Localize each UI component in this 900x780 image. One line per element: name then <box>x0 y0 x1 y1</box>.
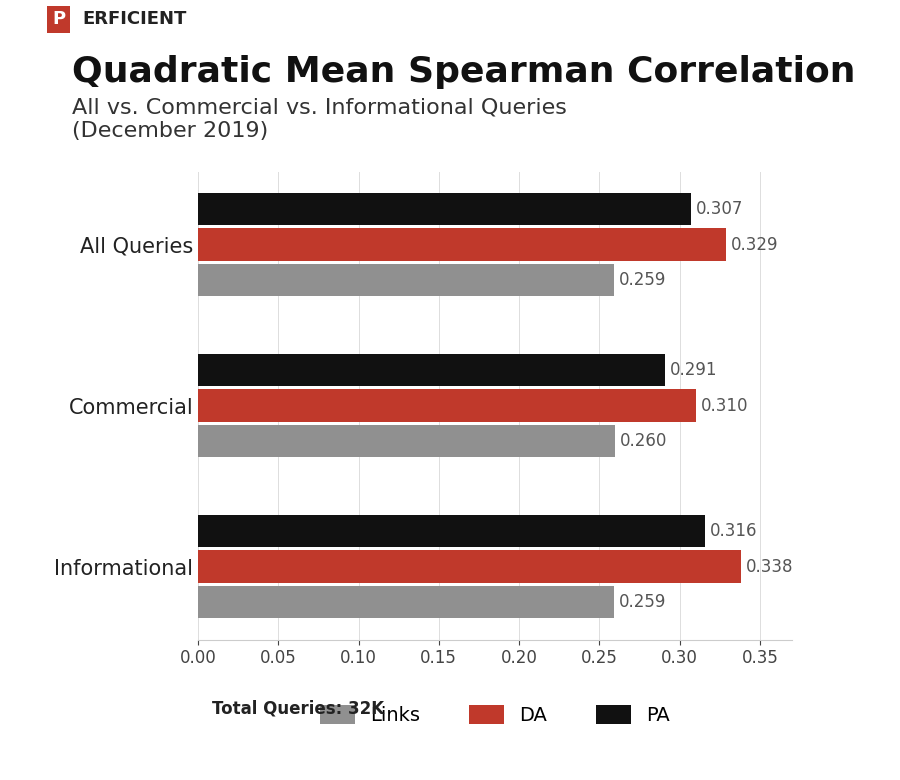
Bar <box>198 264 614 296</box>
Text: 0.307: 0.307 <box>696 200 743 218</box>
Text: 0.260: 0.260 <box>620 432 668 450</box>
Bar <box>198 354 665 386</box>
Text: P: P <box>52 10 65 29</box>
Text: 0.338: 0.338 <box>745 558 793 576</box>
Text: All vs. Commercial vs. Informational Queries: All vs. Commercial vs. Informational Que… <box>72 98 567 118</box>
Bar <box>198 389 696 422</box>
Text: (December 2019): (December 2019) <box>72 121 268 141</box>
Text: Total Queries: 32K: Total Queries: 32K <box>212 700 383 718</box>
Text: 0.329: 0.329 <box>731 236 778 254</box>
Legend: Links, DA, PA: Links, DA, PA <box>312 697 678 733</box>
Text: 0.259: 0.259 <box>618 271 666 289</box>
Bar <box>198 515 706 548</box>
Bar <box>198 551 741 583</box>
Text: 0.291: 0.291 <box>670 361 717 379</box>
Bar <box>198 229 726 261</box>
Bar <box>198 425 616 457</box>
Bar <box>198 586 614 619</box>
Text: ERFICIENT: ERFICIENT <box>83 10 187 29</box>
Text: Quadratic Mean Spearman Correlation: Quadratic Mean Spearman Correlation <box>72 55 856 89</box>
Bar <box>198 193 691 225</box>
Text: 0.310: 0.310 <box>700 396 748 415</box>
Text: 0.259: 0.259 <box>618 593 666 611</box>
Text: 0.316: 0.316 <box>710 522 758 541</box>
